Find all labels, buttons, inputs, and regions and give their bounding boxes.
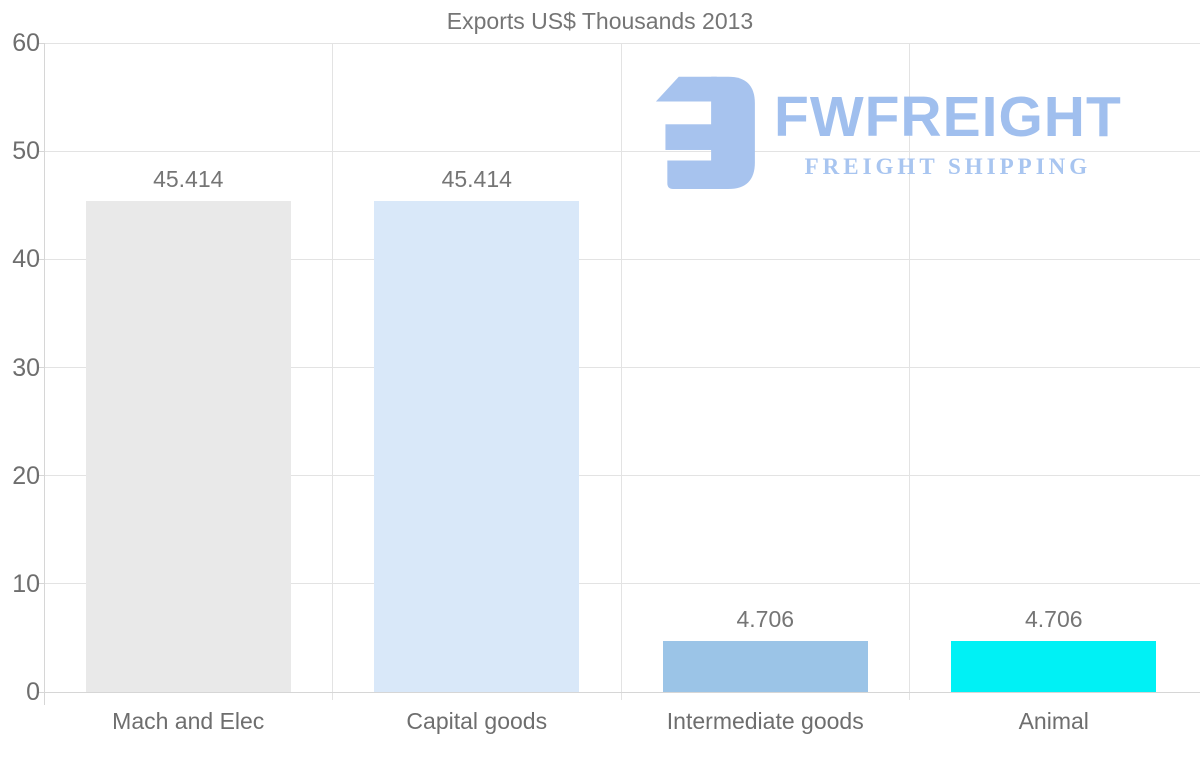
bar-capital-goods xyxy=(374,200,580,692)
horizontal-gridline xyxy=(44,150,1200,152)
bar-value-label: 45.414 xyxy=(441,165,512,192)
logo-brand-text: FWFREIGHT xyxy=(774,85,1122,149)
y-axis-tick xyxy=(37,367,44,368)
y-axis-tick-label: 10 xyxy=(12,569,40,598)
vertical-gridline xyxy=(332,43,333,700)
vertical-gridline xyxy=(909,43,910,700)
y-axis-tick-label: 30 xyxy=(12,353,40,382)
vertical-gridline xyxy=(620,43,622,700)
horizontal-gridline xyxy=(44,367,1200,368)
y-axis-tick-label: 0 xyxy=(26,678,40,706)
bar-intermediate-goods xyxy=(662,641,868,692)
y-axis-tick-label: 40 xyxy=(12,245,40,274)
x-axis-category-label: Animal xyxy=(1018,708,1089,734)
horizontal-gridline xyxy=(44,475,1200,477)
chart-title: Exports US$ Thousands 2013 xyxy=(446,8,754,34)
bar-animal xyxy=(951,641,1157,692)
bar-value-label: 4.706 xyxy=(736,606,795,633)
fwfreight-logo: FWFREIGHT FREIGHT SHIPPING xyxy=(650,71,1122,189)
y-axis-tick xyxy=(37,583,44,585)
horizontal-gridline xyxy=(44,258,1200,260)
x-axis-category-label: Mach and Elec xyxy=(112,708,265,734)
y-axis-tick-label: 20 xyxy=(12,461,40,490)
horizontal-gridline xyxy=(44,583,1200,585)
y-axis-tick xyxy=(37,258,44,260)
bar-value-label: 4.706 xyxy=(1024,606,1083,633)
logo-text-block: FWFREIGHT FREIGHT SHIPPING xyxy=(774,85,1122,179)
fwfreight-logo-mark-icon xyxy=(655,76,755,189)
y-axis-tick xyxy=(37,150,44,152)
y-axis-tick xyxy=(37,691,44,693)
x-axis-category-label: Capital goods xyxy=(406,708,548,734)
y-axis-tick xyxy=(37,42,44,44)
y-axis-line xyxy=(44,43,45,705)
bar-value-label: 45.414 xyxy=(153,165,224,192)
logo-tagline-text: FREIGHT SHIPPING xyxy=(804,154,1092,179)
y-axis-tick-label: 50 xyxy=(12,137,40,166)
x-axis-category-label: Intermediate goods xyxy=(666,708,864,734)
y-axis-tick-label: 60 xyxy=(12,29,40,57)
bar-mach-and-elec xyxy=(85,200,291,692)
x-axis-line xyxy=(44,691,1200,693)
horizontal-gridline xyxy=(44,42,1200,44)
y-axis-tick xyxy=(37,475,44,477)
